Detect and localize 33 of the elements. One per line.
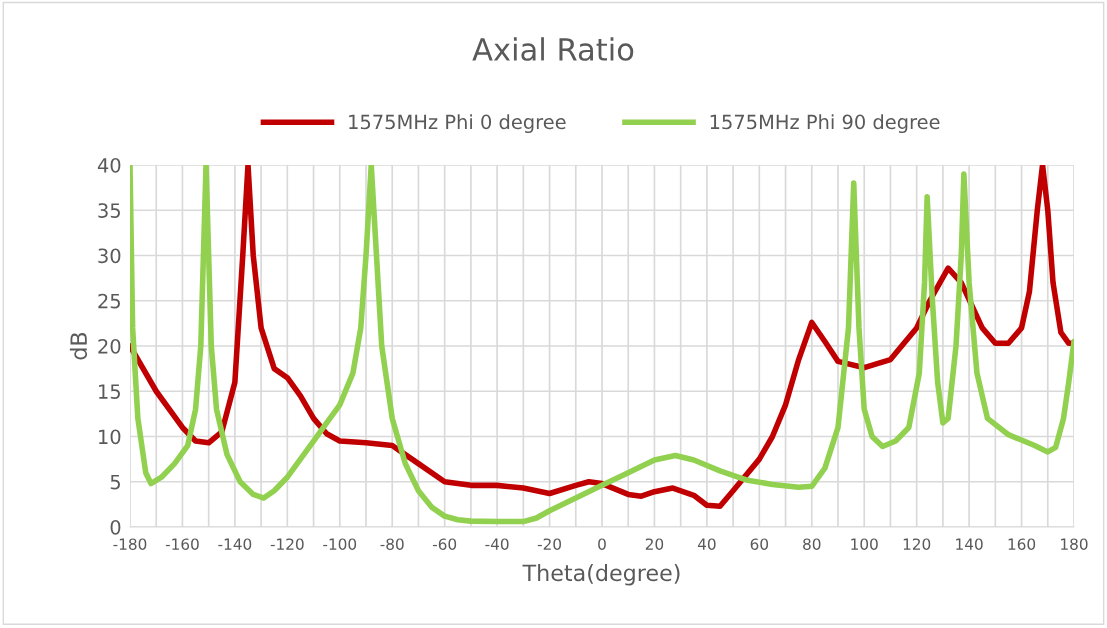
x-tick-label: -80 xyxy=(380,538,404,550)
legend-label: 1575MHz Phi 90 degree xyxy=(710,114,940,134)
y-tick-label: 5 xyxy=(110,474,120,490)
x-tick-label: -140 xyxy=(218,538,252,550)
x-tick-label: 40 xyxy=(697,538,716,550)
x-tick-label: 20 xyxy=(645,538,664,550)
x-tick-label: -60 xyxy=(432,538,457,550)
x-axis-title: Theta(degree) xyxy=(522,564,680,586)
x-tick-label: 120 xyxy=(903,538,931,550)
y-tick-label: 30 xyxy=(98,248,121,264)
y-tick-label: 0 xyxy=(110,519,121,535)
x-tick-label: 60 xyxy=(750,538,769,550)
y-tick-label: 35 xyxy=(98,203,120,218)
x-tick-label: -100 xyxy=(323,538,357,550)
x-tick-label: -180 xyxy=(113,538,147,550)
y-tick-label: 15 xyxy=(99,384,120,399)
legend-label: 1575MHz Phi 0 degree xyxy=(349,114,566,134)
x-tick-label: -120 xyxy=(270,538,304,550)
y-axis-title: dB xyxy=(69,332,88,360)
x-tick-label: -160 xyxy=(165,538,199,550)
chart-title: Axial Ratio xyxy=(472,37,634,61)
y-tick-label: 25 xyxy=(98,293,120,309)
y-tick-label: 20 xyxy=(98,338,121,354)
x-tick-label: -20 xyxy=(537,538,562,550)
x-tick-label: 0 xyxy=(598,538,606,550)
x-tick-label: 140 xyxy=(956,538,983,550)
x-tick-label: 180 xyxy=(1061,538,1088,550)
y-tick-label: 40 xyxy=(97,157,121,173)
x-tick-label: 160 xyxy=(1008,538,1036,550)
x-tick-label: -40 xyxy=(485,538,509,550)
y-tick-label: 10 xyxy=(99,429,121,445)
x-tick-label: 80 xyxy=(803,538,821,550)
x-tick-label: 100 xyxy=(851,538,878,550)
